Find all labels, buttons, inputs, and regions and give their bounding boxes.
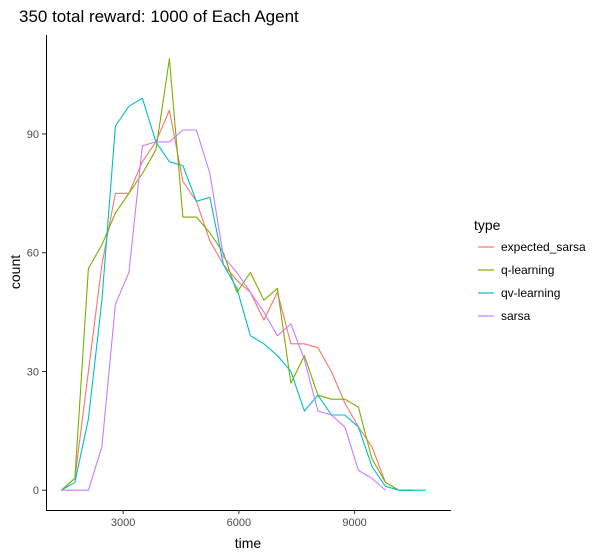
x-tick-label: 6000 [227, 517, 251, 529]
legend-title: type [474, 217, 501, 233]
legend-label-qv-learning: qv-learning [501, 286, 560, 300]
series-line-q-learning [61, 58, 413, 491]
series-line-sarsa [61, 129, 386, 491]
y-tick-label: 30 [27, 366, 39, 378]
y-tick-label: 0 [33, 485, 39, 497]
y-tick-label: 90 [27, 129, 39, 141]
plot-area [61, 58, 426, 491]
series-line-expected_sarsa [61, 109, 413, 491]
y-axis-ticks: 0 30 60 90 [27, 129, 46, 497]
chart-title: 350 total reward: 1000 of Each Agent [19, 7, 299, 26]
legend-label-q-learning: q-learning [501, 263, 554, 277]
y-axis-title: count [7, 255, 23, 289]
x-axis-title: time [235, 535, 262, 551]
legend: type expected_sarsa q-learning qv-learning… [474, 217, 586, 323]
legend-label-expected_sarsa: expected_sarsa [501, 240, 586, 254]
legend-label-sarsa: sarsa [501, 309, 531, 323]
y-tick-label: 60 [27, 248, 39, 260]
x-tick-label: 9000 [342, 517, 366, 529]
series-line-qv-learning [61, 97, 426, 491]
x-axis-ticks: 3000 6000 9000 [111, 510, 367, 529]
legend-items: expected_sarsa q-learning qv-learning sarsa [478, 240, 586, 323]
x-tick-label: 3000 [111, 517, 135, 529]
